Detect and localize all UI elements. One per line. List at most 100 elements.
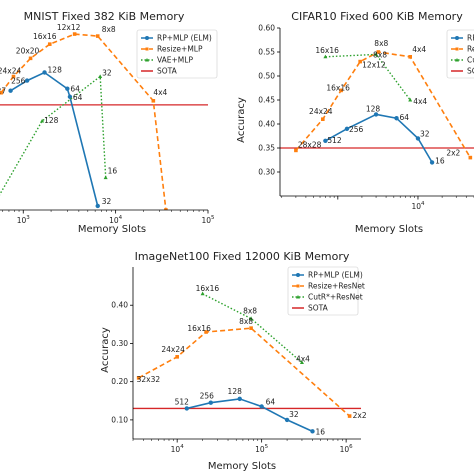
legend-marker bbox=[296, 284, 300, 288]
legend-marker bbox=[455, 47, 459, 51]
legend-label: VAE+MLP bbox=[157, 56, 193, 65]
data-point bbox=[284, 417, 290, 423]
data-label: 128 bbox=[228, 387, 243, 396]
legend-label: CutR bbox=[467, 56, 474, 65]
data-point bbox=[347, 414, 352, 418]
series-line bbox=[186, 398, 313, 433]
data-label: 128 bbox=[366, 104, 381, 113]
series-line bbox=[0, 75, 107, 196]
legend-label: SOTA bbox=[157, 67, 178, 76]
data-label: 8x8 bbox=[243, 307, 257, 316]
x-tick-label: 104 bbox=[109, 215, 123, 225]
legend-marker bbox=[455, 36, 459, 40]
mnist-chart: MNIST Fixed 382 KiB Memory 27x27 256 128 64… bbox=[0, 10, 218, 235]
data-point bbox=[294, 148, 298, 153]
legend-label: RP+MLP (ELM) bbox=[157, 34, 212, 43]
y-tick-label: 0.50 bbox=[258, 72, 275, 81]
data-point bbox=[136, 376, 141, 380]
legend-label: SOTA bbox=[308, 304, 329, 313]
data-point bbox=[65, 86, 70, 91]
data-point bbox=[72, 32, 77, 36]
data-label: 16x16 bbox=[33, 32, 57, 41]
data-label: 16 bbox=[108, 167, 118, 176]
data-label: 16x16 bbox=[196, 284, 220, 293]
data-label: 32 bbox=[102, 197, 112, 206]
data-label: 256 bbox=[349, 125, 364, 134]
data-point bbox=[429, 160, 435, 165]
data-point bbox=[67, 94, 73, 99]
data-point bbox=[8, 88, 13, 93]
y-tick-label: 0.40 bbox=[258, 120, 275, 129]
data-point bbox=[408, 55, 413, 59]
data-label: 24x24 bbox=[161, 345, 185, 354]
legend-box bbox=[136, 29, 218, 79]
data-point bbox=[28, 56, 33, 61]
legend-label: RP bbox=[467, 34, 474, 43]
y-tick-label: 0.30 bbox=[258, 168, 275, 177]
y-tick-label: 0.35 bbox=[258, 144, 275, 153]
legend-marker bbox=[145, 36, 149, 40]
y-tick-label: 0.20 bbox=[111, 377, 128, 386]
legend-box bbox=[446, 29, 474, 79]
data-point bbox=[151, 99, 156, 103]
data-point bbox=[339, 88, 343, 93]
legend-label: CutR*+ResNet bbox=[308, 293, 363, 302]
series-line bbox=[202, 293, 303, 364]
y-tick-label: 0.10 bbox=[111, 415, 128, 424]
data-point bbox=[103, 175, 108, 180]
x-tick-label: 105 bbox=[201, 215, 215, 225]
data-point bbox=[376, 50, 381, 54]
data-point bbox=[415, 136, 421, 141]
data-label: 4x4 bbox=[296, 355, 310, 364]
data-label: 4x4 bbox=[413, 97, 427, 106]
legend-marker bbox=[296, 273, 300, 277]
legend-marker bbox=[145, 58, 149, 62]
data-point bbox=[249, 316, 254, 321]
data-label: 32 bbox=[420, 129, 430, 138]
data-point bbox=[208, 400, 213, 405]
data-point bbox=[237, 396, 242, 402]
data-label: 256 bbox=[200, 392, 215, 401]
legend-label: Re bbox=[467, 45, 474, 54]
data-point bbox=[373, 112, 379, 117]
data-label: 512 bbox=[175, 397, 190, 406]
legend-label: Resize+MLP bbox=[157, 45, 203, 54]
data-point bbox=[394, 116, 399, 121]
legend-marker bbox=[455, 58, 459, 62]
data-point bbox=[24, 78, 30, 83]
series-line bbox=[0, 33, 167, 210]
data-point bbox=[259, 404, 264, 409]
data-label: 8x8 bbox=[239, 317, 253, 326]
data-label: 64 bbox=[70, 85, 80, 94]
data-point bbox=[95, 34, 100, 38]
data-point bbox=[408, 97, 413, 102]
data-point bbox=[184, 406, 189, 411]
data-point bbox=[310, 429, 315, 434]
data-point bbox=[95, 203, 100, 209]
data-label: 16x16 bbox=[315, 46, 339, 55]
x-axis-label: Memory Slots bbox=[208, 461, 276, 472]
data-label: 12x12 bbox=[57, 23, 81, 32]
data-label: 16x16 bbox=[326, 83, 350, 92]
y-axis-label: Accuracy bbox=[236, 97, 247, 143]
y-tick-label: 0.60 bbox=[258, 24, 275, 33]
data-point bbox=[11, 74, 16, 79]
data-point bbox=[164, 208, 168, 210]
data-label: 16 bbox=[316, 427, 326, 436]
data-label: 27x27 bbox=[0, 87, 6, 96]
data-label: 20x20 bbox=[16, 46, 40, 55]
data-point bbox=[323, 138, 328, 143]
data-point bbox=[0, 90, 3, 95]
data-label: 16 bbox=[435, 156, 445, 165]
y-tick-label: 0.55 bbox=[258, 48, 275, 57]
cifar10-chart: CIFAR10 Fixed 600 KiB Memory 512 256 128 64… bbox=[236, 10, 474, 235]
data-point bbox=[358, 59, 362, 64]
data-point bbox=[204, 330, 208, 334]
y-tick-label: 0.45 bbox=[258, 96, 275, 105]
data-label: 64 bbox=[266, 398, 276, 407]
legend-label: Resize+ResNet bbox=[308, 282, 365, 291]
legend-label: RP+MLP (ELM) bbox=[308, 271, 363, 280]
data-label: 256 bbox=[11, 77, 26, 86]
data-label: 512 bbox=[327, 136, 342, 145]
